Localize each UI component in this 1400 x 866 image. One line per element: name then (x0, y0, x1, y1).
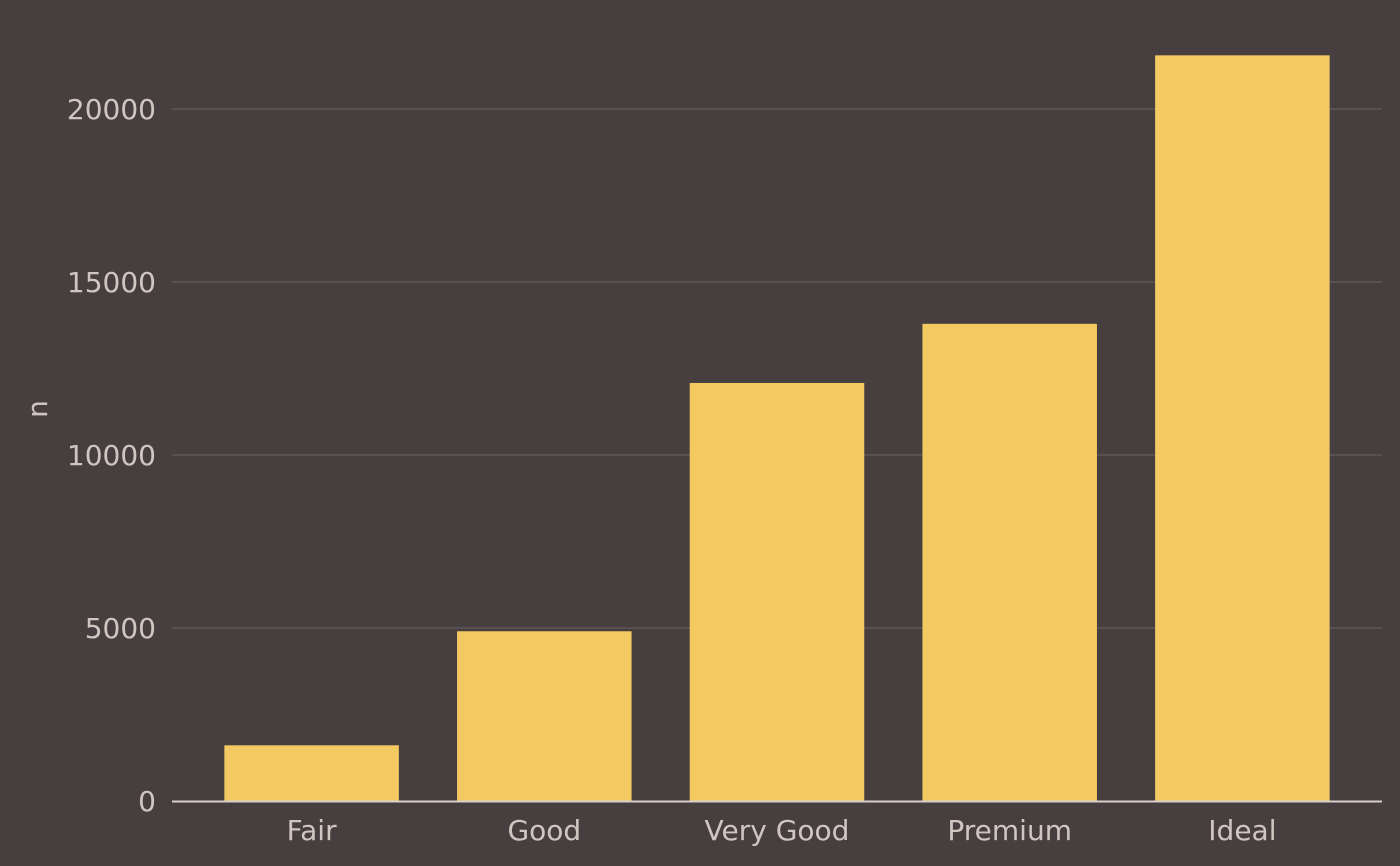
y-tick-label: 5000 (85, 612, 156, 645)
y-tick-label: 20000 (67, 93, 156, 126)
bar-good (457, 631, 632, 801)
y-axis-title: n (21, 400, 54, 418)
y-tick-label: 10000 (67, 439, 156, 472)
y-tick-label: 15000 (67, 266, 156, 299)
bar-ideal (1155, 55, 1330, 802)
bars (224, 55, 1330, 802)
bar-fair (224, 745, 399, 801)
x-tick-labels: Fair Good Very Good Premium Ideal (287, 814, 1277, 847)
bar-premium (922, 323, 1097, 801)
x-tick-label: Ideal (1208, 814, 1276, 847)
x-tick-label: Good (507, 814, 581, 847)
x-tick-label: Fair (287, 814, 337, 847)
x-tick-label: Very Good (705, 814, 850, 847)
x-tick-label: Premium (947, 814, 1072, 847)
y-tick-label: 0 (138, 785, 156, 818)
y-tick-labels: 0 5000 10000 15000 20000 (67, 93, 156, 818)
bar-very-good (689, 382, 865, 801)
